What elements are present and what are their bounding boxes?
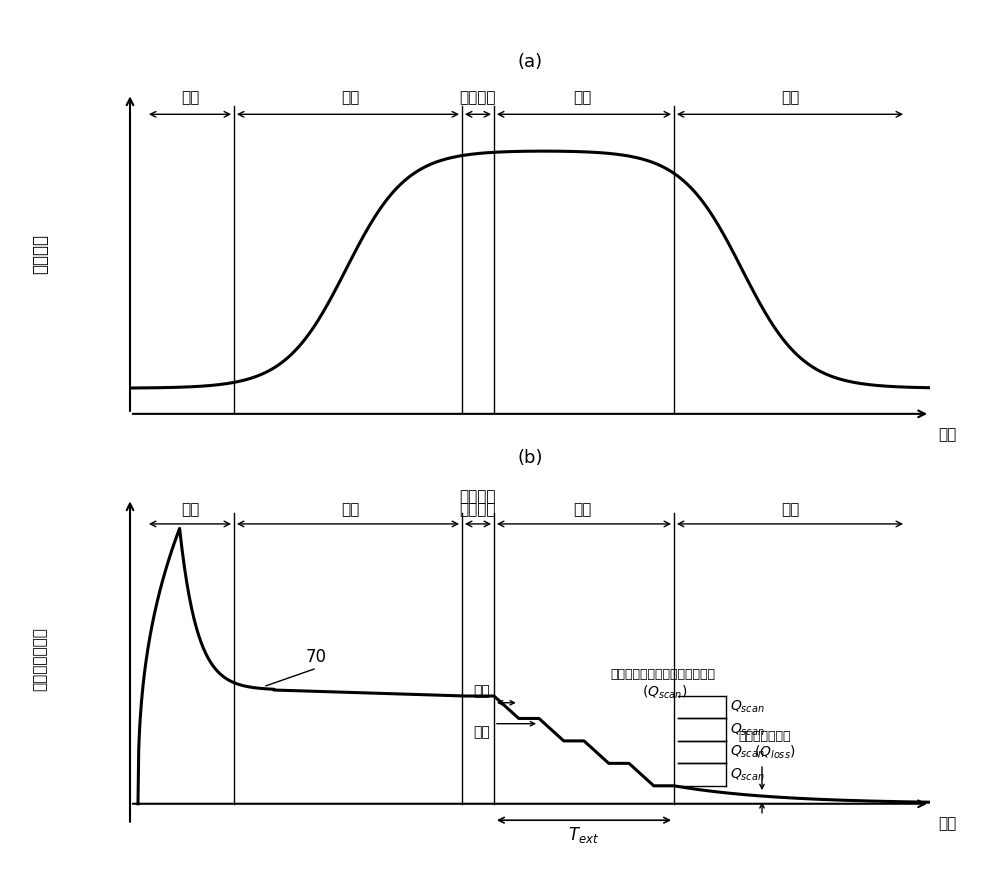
- Text: 出射准备: 出射准备: [460, 490, 496, 505]
- Text: $Q_{scan}$: $Q_{scan}$: [730, 744, 765, 760]
- Text: (a): (a): [517, 53, 543, 71]
- Text: ($Q_{scan}$): ($Q_{scan}$): [642, 684, 687, 700]
- Text: 减速: 减速: [781, 90, 799, 105]
- Text: $Q_{scan}$: $Q_{scan}$: [730, 699, 765, 716]
- Text: 出射准备: 出射准备: [460, 502, 496, 517]
- Text: 70: 70: [306, 648, 327, 666]
- Text: 积蓄射束电荷量: 积蓄射束电荷量: [32, 627, 48, 691]
- Text: 出射: 出射: [573, 502, 591, 517]
- Text: 射束能量: 射束能量: [31, 234, 49, 273]
- Text: 加速: 加速: [341, 502, 359, 517]
- Text: 加速: 加速: [341, 90, 359, 105]
- Text: 照射: 照射: [473, 684, 490, 699]
- Text: 时间: 时间: [938, 816, 956, 830]
- Text: 入射: 入射: [181, 502, 199, 517]
- Text: 出射准备: 出射准备: [460, 90, 496, 105]
- Text: 停止: 停止: [473, 725, 490, 740]
- Text: 剩余射束电荷量: 剩余射束电荷量: [738, 730, 790, 743]
- Text: $Q_{scan}$: $Q_{scan}$: [730, 722, 765, 738]
- Text: (b): (b): [517, 449, 543, 467]
- Text: 入射: 入射: [181, 90, 199, 105]
- Text: 出射: 出射: [573, 90, 591, 105]
- Text: 一个单位的照射所需要的电荷量: 一个单位的照射所需要的电荷量: [610, 668, 715, 681]
- Text: ($Q_{loss}$): ($Q_{loss}$): [754, 744, 796, 761]
- Text: $Q_{scan}$: $Q_{scan}$: [730, 766, 765, 783]
- Text: $T_{ext}$: $T_{ext}$: [568, 825, 600, 845]
- Text: 时间: 时间: [938, 426, 956, 441]
- Text: 减速: 减速: [781, 502, 799, 517]
